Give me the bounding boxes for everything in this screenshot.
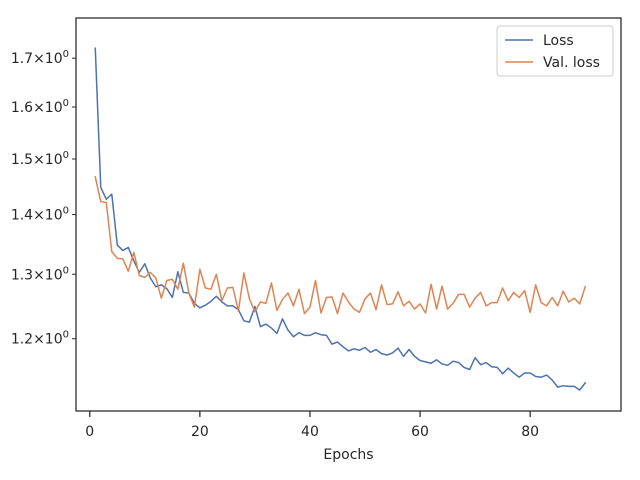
series-line-2 <box>94 176 587 315</box>
x-tick-label: 20 <box>191 424 209 440</box>
plot-area <box>75 17 622 412</box>
legend-box <box>496 25 614 77</box>
x-tick-label: 40 <box>301 424 319 440</box>
y-tick-label: 1.7×100 <box>11 49 69 67</box>
y-tick-label: 1.6×100 <box>11 98 69 116</box>
axes-background <box>76 18 621 411</box>
legend-label-2: Val. loss <box>543 55 600 71</box>
x-axis: 0 20 40 60 80 <box>85 411 539 440</box>
y-tick-label: 1.3×100 <box>11 265 69 283</box>
x-tick-label: 0 <box>85 424 94 440</box>
x-tick-label: 80 <box>521 424 539 440</box>
x-tick-label: 60 <box>411 424 429 440</box>
y-tick-label: 1.5×100 <box>11 150 69 168</box>
y-tick-label: 1.4×100 <box>11 206 69 224</box>
series-line-1 <box>94 47 587 391</box>
legend-label-1: Loss <box>543 33 574 49</box>
y-axis: 1.2×100 1.3×100 1.4×100 1.5×100 1.6×100 1.7×1… <box>11 49 76 348</box>
series-lines <box>94 47 587 391</box>
y-tick-label: 1.2×100 <box>11 330 69 348</box>
x-axis-label: Epochs <box>323 447 373 463</box>
legend: Loss Val. loss <box>496 25 614 77</box>
